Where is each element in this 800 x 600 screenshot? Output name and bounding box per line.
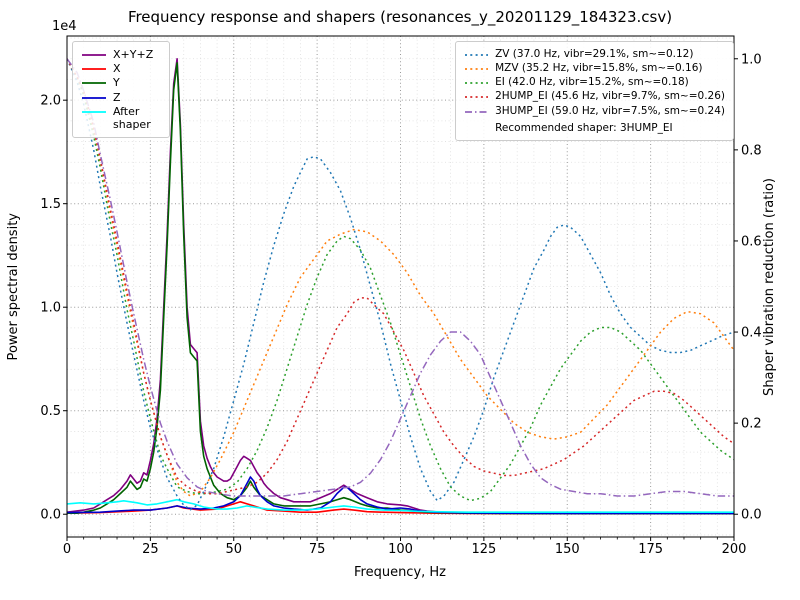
legend-item: X+Y+Z [81,48,161,61]
legend-label: Z [113,90,121,104]
psd-curve-after-shaper [67,498,734,513]
y-left-tick-label: 1.5 [40,197,61,212]
legend-item: EI (42.0 Hz, vibr=15.2%, sm~=0.18) [464,76,725,89]
y-axis-offset-text: 1e4 [52,19,77,34]
legend-line-sample [465,96,489,99]
legend-label: 2HUMP_EI (45.6 Hz, vibr=9.7%, sm~=0.26) [495,90,725,103]
legend-line-sample [82,68,106,71]
y-axis-label-right: Shaper vibration reduction (ratio) [762,177,777,396]
x-axis-label: Frequency, Hz [353,565,447,580]
legend-label: ZV (37.0 Hz, vibr=29.1%, sm~=0.12) [495,48,694,60]
x-tick-label: 125 [471,542,496,557]
legend-line-sample [465,54,489,56]
legend-psd: X+Y+Z X Y Z After shaper [72,41,170,139]
legend-item: ZV (37.0 Hz, vibr=29.1%, sm~=0.12) [464,48,725,61]
shaper-curve-3hump_ei [67,58,734,497]
legend-item: Z [81,91,161,104]
legend-line-sample [82,96,106,99]
legend-item: Y [81,76,161,89]
y-axis-label-left-wrap: Power spectral density [6,36,21,537]
legend-line-sample [82,110,106,113]
legend-label: X+Y+Z [113,48,154,61]
legend-label: Y [113,76,120,90]
y-right-tick-label: 0.4 [741,326,762,341]
shaper-curve-mzv [67,58,734,497]
y-right-tick-label: 0.8 [741,143,762,158]
shaper-curve-ei [67,58,734,502]
legend-item: 2HUMP_EI (45.6 Hz, vibr=9.7%, sm~=0.26) [464,90,725,103]
legend-shapers: ZV (37.0 Hz, vibr=29.1%, sm~=0.12) MZV (3… [455,41,734,141]
psd-curve-z [67,476,734,515]
x-tick-label: 150 [555,542,580,557]
y-axis-label-left: Power spectral density [6,212,21,361]
psd-curve-x-y-z [67,58,734,515]
x-tick-label: 0 [63,542,71,557]
x-tick-label: 175 [638,542,663,557]
chart-title: Frequency response and shapers (resonanc… [127,8,673,26]
legend-line-sample [465,82,489,85]
x-tick-label: 25 [142,542,159,557]
y-right-tick-label: 0.6 [741,234,762,249]
legend-line-sample [82,82,106,85]
y-right-tick-label: 0.2 [741,417,762,432]
psd-curve-y [67,62,734,515]
legend-label: MZV (35.2 Hz, vibr=15.8%, sm~=0.16) [495,62,703,75]
y-right-tick-label: 0.0 [741,508,762,523]
y-right-tick-label: 1.0 [741,52,762,67]
legend-label: EI (42.0 Hz, vibr=15.2%, sm~=0.18) [495,76,689,89]
legend-item: 3HUMP_EI (59.0 Hz, vibr=7.5%, sm~=0.24) [464,105,725,118]
legend-line-sample [82,54,106,56]
x-tick-label: 75 [309,542,326,557]
shaper-curve-zv [67,58,734,511]
x-tick-label: 100 [388,542,413,557]
y-left-tick-label: 2.0 [40,94,61,109]
y-left-tick-label: 1.0 [40,301,61,316]
legend-item: MZV (35.2 Hz, vibr=15.8%, sm~=0.16) [464,62,725,75]
legend-label: After shaper [113,104,151,131]
legend-item: X [81,62,161,75]
x-tick-label: 200 [722,542,747,557]
legend-label: X [113,62,121,76]
y-axis-label-right-wrap: Shaper vibration reduction (ratio) [762,36,777,537]
y-left-tick-label: 0.5 [40,404,61,419]
recommended-shaper-text: Recommended shaper: 3HUMP_EI [495,121,673,134]
legend-line-sample [465,110,489,113]
y-left-tick-label: 0.0 [40,508,61,523]
legend-item: After shaper [81,105,161,131]
shaper-curve-2hump_ei [67,58,734,495]
legend-label: 3HUMP_EI (59.0 Hz, vibr=7.5%, sm~=0.24) [495,104,725,117]
x-tick-label: 50 [225,542,242,557]
legend-line-sample [465,68,489,71]
